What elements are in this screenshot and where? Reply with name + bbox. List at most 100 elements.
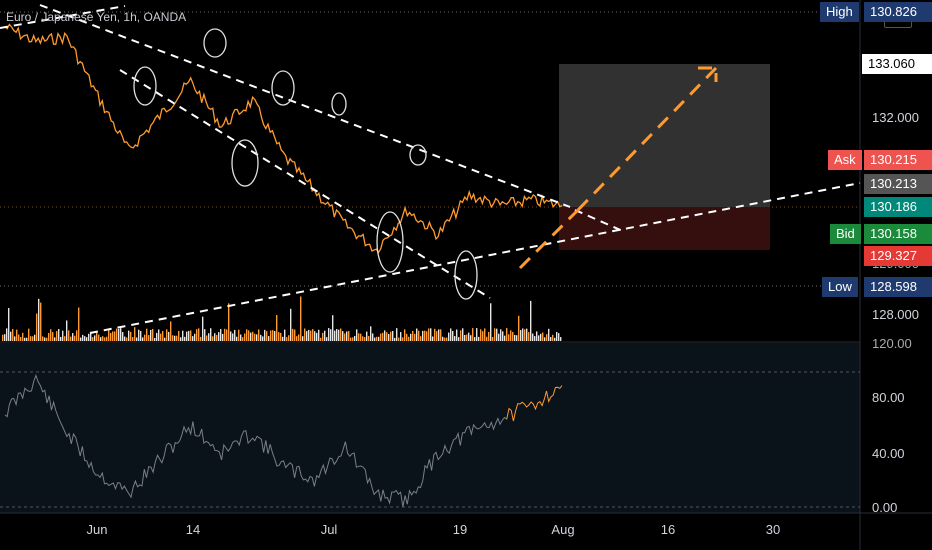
trend-line-lower[interactable] [119, 69, 491, 299]
volume-bar [508, 334, 510, 341]
volume-bar [542, 332, 544, 341]
volume-bar [78, 307, 80, 341]
circle-annotation-3[interactable] [271, 70, 295, 106]
volume-bar [536, 331, 538, 341]
low-price-badge: 128.598 [864, 277, 932, 297]
volume-bar [382, 332, 384, 341]
symbol-title[interactable]: Euro / Japanese Yen, 1h, OANDA [6, 10, 187, 24]
volume-bar [398, 337, 400, 341]
volume-bar [22, 332, 24, 341]
volume-bar [10, 331, 12, 341]
volume-bar [336, 329, 338, 341]
volume-bar [444, 337, 446, 341]
volume-bar [354, 335, 356, 341]
trend-line-pullback[interactable] [574, 209, 626, 233]
circle-annotation-7[interactable] [376, 211, 404, 273]
circle-annotation-8[interactable] [454, 250, 478, 300]
circle-annotations[interactable] [133, 28, 478, 300]
volume-bar [346, 331, 348, 341]
volume-bar [420, 336, 422, 341]
volume-bar [236, 336, 238, 341]
volume-bar [154, 337, 156, 341]
volume-bar [276, 315, 278, 341]
volume-bar [122, 332, 124, 341]
low-label-badge: Low [822, 277, 858, 297]
volume-bar [32, 336, 34, 341]
volume-bar [186, 331, 188, 341]
avg-price-badge: 130.213 [864, 174, 932, 194]
circle-annotation-6[interactable] [409, 144, 427, 166]
volume-bar [394, 337, 396, 341]
volume-bar [334, 330, 336, 341]
volume-bar [384, 330, 386, 341]
volume-bar [254, 333, 256, 341]
volume-bar [286, 337, 288, 341]
volume-bar [132, 337, 134, 341]
volume-bar [462, 328, 464, 341]
volume-bar [86, 337, 88, 341]
trend-lines[interactable] [0, 4, 861, 334]
stop-zone[interactable] [559, 207, 770, 250]
volume-bar [344, 333, 346, 341]
volume-bar [100, 337, 102, 341]
trend-line-support[interactable] [89, 182, 861, 334]
target-zone[interactable] [559, 64, 770, 207]
volume-bar [560, 337, 562, 341]
projection-arrow[interactable] [518, 66, 718, 270]
trend-line-top[interactable] [0, 5, 126, 29]
volume-bar [228, 303, 230, 341]
volume-bar [550, 337, 552, 341]
volume-bar [108, 329, 110, 341]
volume-bar [194, 333, 196, 341]
circle-annotation-4[interactable] [331, 92, 347, 116]
bid-price-badge: 130.158 [864, 224, 932, 244]
volume-bar [272, 330, 274, 341]
volume-bar [222, 333, 224, 341]
volume-bar [388, 333, 390, 341]
volume-bar [256, 334, 258, 341]
volume-bar [392, 331, 394, 341]
volume-bar [180, 337, 182, 341]
volume-bar [124, 336, 126, 341]
price-line [4, 23, 563, 254]
volume-bar [128, 330, 130, 341]
time-label-jun: Jun [86, 522, 108, 537]
projection-segment-1[interactable] [518, 208, 580, 270]
volume-bar [54, 337, 56, 341]
trend-line-upper[interactable] [39, 4, 571, 208]
volume-bar [40, 302, 42, 341]
volume-bar [288, 335, 290, 341]
volume-bar [320, 337, 322, 341]
last-price-badge: 130.186 [864, 197, 932, 217]
arrow-head-icon [698, 66, 718, 82]
volume-bar [196, 329, 198, 341]
circle-annotation-5[interactable] [231, 139, 259, 187]
volume-bar [8, 307, 10, 341]
volume-bar [434, 328, 436, 341]
volume-bar [18, 334, 20, 341]
volume-bar [312, 329, 314, 341]
circle-annotation-2[interactable] [203, 28, 227, 58]
volume-bar [520, 330, 522, 341]
circle-annotation-1[interactable] [133, 66, 157, 106]
volume-bar [548, 328, 550, 341]
volume-bar [410, 333, 412, 341]
volume-bar [448, 332, 450, 341]
volume-bar [478, 336, 480, 341]
volume-bar [306, 331, 308, 341]
volume-bar [432, 336, 434, 341]
volume-bar [234, 329, 236, 341]
volume-bar [166, 329, 168, 341]
projection-segment-2[interactable] [576, 66, 718, 212]
volume-bar [200, 336, 202, 341]
volume-bar [130, 331, 132, 341]
volume-bar [418, 330, 420, 341]
volume-bar [58, 328, 60, 341]
oscillator-line [4, 374, 508, 507]
volume-bar [416, 328, 418, 341]
volume-bar [2, 334, 4, 341]
volume-bar [500, 329, 502, 341]
volume-bar [116, 328, 118, 341]
volume-bar [430, 328, 432, 341]
